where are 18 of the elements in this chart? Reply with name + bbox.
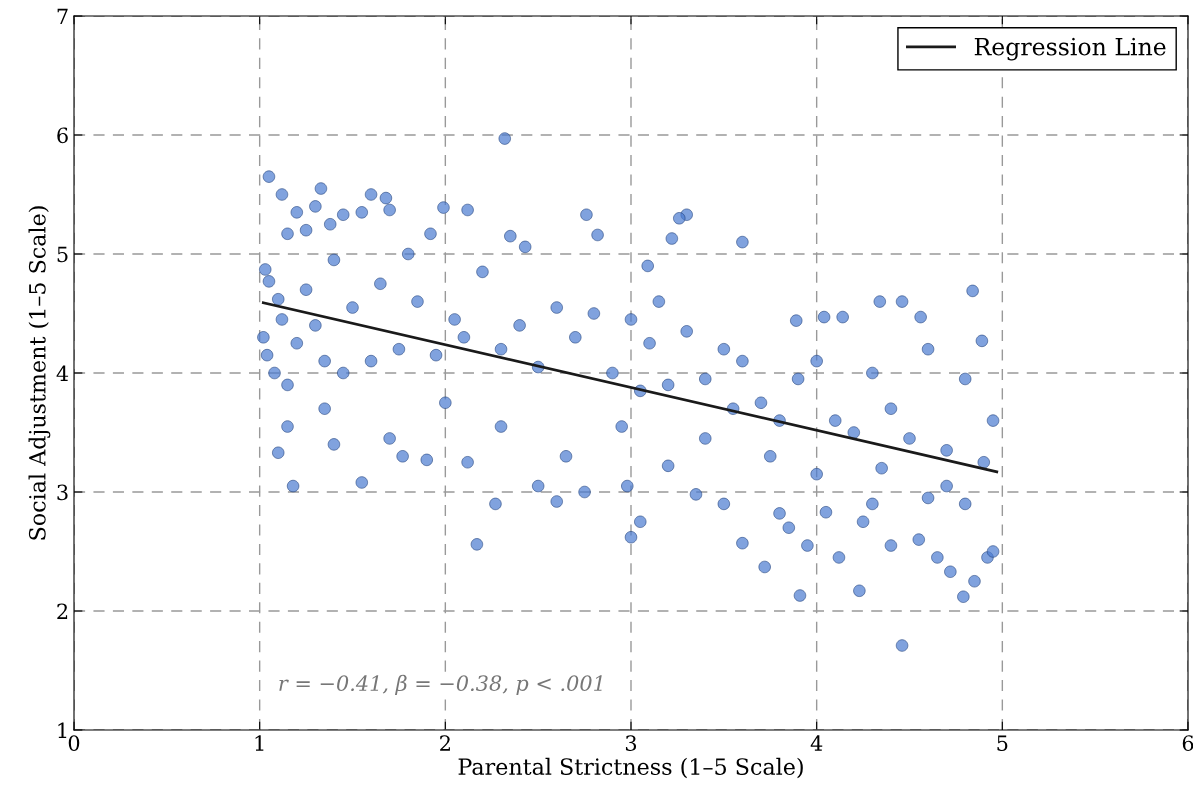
y-tick-label: 1 xyxy=(58,722,67,738)
y-tick-label: 2 xyxy=(57,603,68,619)
annotation: r = −0.41, β = −0.38, p < .001 xyxy=(279,674,602,696)
x-tick-label: 2 xyxy=(440,735,450,751)
x-tick-label: 3 xyxy=(625,735,637,751)
y-tick-label: 4 xyxy=(56,365,69,381)
y-tick-label: 7 xyxy=(57,8,68,24)
y-axis-title: Social Adjustment (1–5 Scale) xyxy=(28,206,51,540)
x-tick-label: 1 xyxy=(255,735,264,751)
x-tick-label: 4 xyxy=(810,735,823,751)
y-tick-label: 3 xyxy=(57,484,68,501)
legend-label: Regression Line xyxy=(974,37,1166,61)
x-tick-label: 5 xyxy=(997,735,1008,751)
y-tick-label: 6 xyxy=(57,127,68,144)
y-tick-label: 5 xyxy=(57,246,68,263)
x-tick-label: 0 xyxy=(68,735,80,751)
x-tick-label: 6 xyxy=(1182,735,1193,751)
x-axis-title: Parental Strictness (1–5 Scale) xyxy=(458,757,803,779)
